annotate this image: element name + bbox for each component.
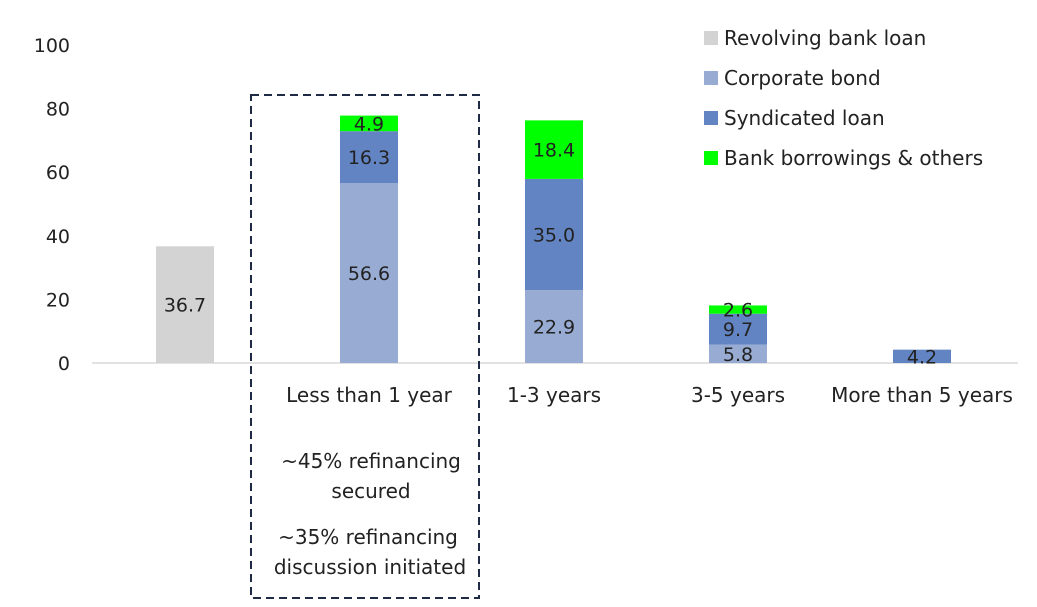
data-label: 5.8 (723, 344, 753, 366)
data-label: 18.4 (533, 140, 575, 162)
y-axis: 0 20 40 60 80 100 (34, 35, 70, 375)
bar-segment (525, 120, 583, 179)
annotation-line-2: secured (331, 479, 410, 503)
category-label: More than 5 years (831, 383, 1013, 407)
bar-segment (709, 313, 767, 345)
data-label: 2.6 (723, 300, 753, 322)
y-tick-label: 40 (46, 226, 70, 248)
legend-swatch (704, 71, 718, 85)
bar-segment (340, 183, 398, 363)
bar-segment (156, 246, 214, 363)
data-label: 35.0 (533, 225, 575, 247)
y-tick-label: 20 (46, 289, 70, 311)
bar-segment (709, 344, 767, 363)
legend-swatch (704, 151, 718, 165)
refinancing-annotation: ~45% refinancing secured ~35% refinancin… (250, 94, 480, 599)
legend-label: Corporate bond (724, 66, 881, 90)
data-label: 56.6 (348, 263, 390, 285)
data-label: 4.9 (354, 113, 384, 135)
data-label: 16.3 (348, 147, 390, 169)
data-label: 22.9 (533, 317, 575, 339)
legend-label: Bank borrowings & others (724, 146, 983, 170)
y-tick-label: 0 (58, 353, 70, 375)
legend: Revolving bank loan Corporate bond Syndica… (704, 26, 983, 170)
bar-segment (893, 349, 951, 363)
bar-segment (340, 131, 398, 184)
data-label: 9.7 (723, 319, 753, 341)
annotation-box (250, 94, 480, 599)
category-label: Less than 1 year (286, 383, 453, 407)
legend-swatch (704, 31, 718, 45)
category-labels: Less than 1 year 1-3 years 3-5 years More t… (286, 383, 1013, 407)
data-label: 36.7 (164, 295, 206, 317)
bar-segment (340, 115, 398, 132)
annotation-line-3: ~35% refinancing (278, 525, 458, 549)
annotation-line-4: discussion initiated (274, 555, 466, 579)
bars (156, 115, 951, 363)
y-tick-label: 100 (34, 35, 70, 57)
legend-swatch (704, 111, 718, 125)
bar-segment (525, 178, 583, 291)
category-label: 3-5 years (691, 383, 785, 407)
category-label: 1-3 years (507, 383, 601, 407)
annotation-line-1: ~45% refinancing (281, 449, 461, 473)
data-label: 4.2 (907, 346, 937, 368)
y-tick-label: 60 (46, 162, 70, 184)
bar-labels: 36.7 56.6 16.3 4.9 22.9 35.0 18.4 5.8 9.72.6 4.2 (164, 113, 937, 368)
bar-segment (709, 305, 767, 314)
bar-segment (525, 290, 583, 363)
legend-label: Revolving bank loan (724, 26, 926, 50)
legend-label: Syndicated loan (724, 106, 885, 130)
y-tick-label: 80 (46, 99, 70, 121)
